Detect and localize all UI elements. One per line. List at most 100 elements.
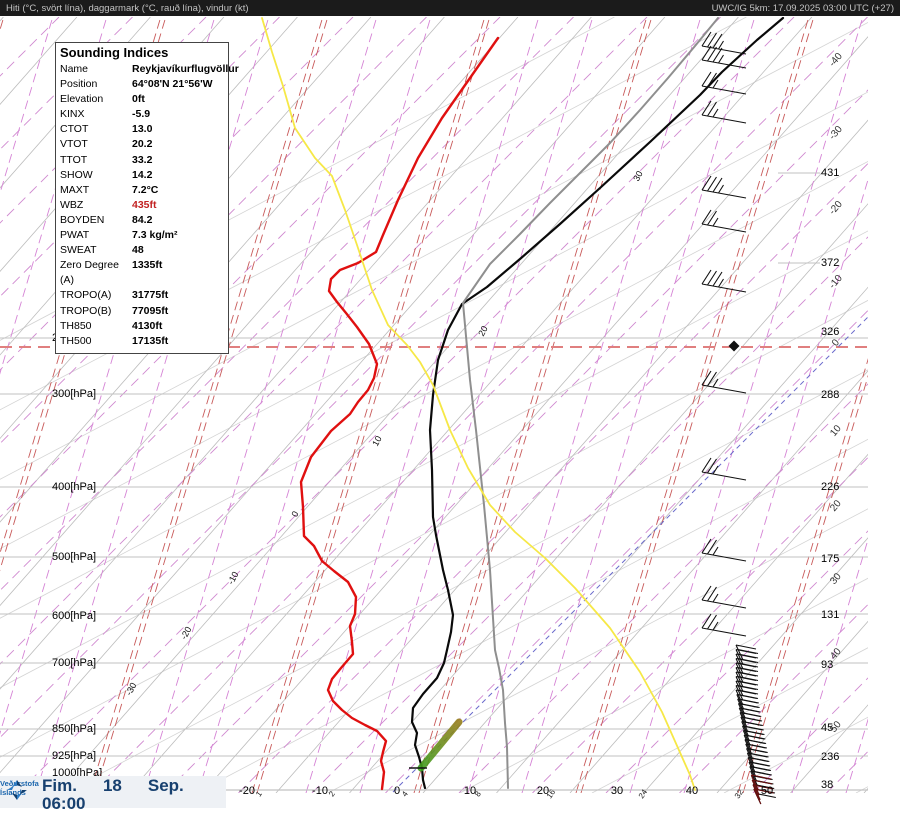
index-label: SWEAT — [60, 243, 132, 258]
wind-barbs — [702, 32, 776, 804]
height-label: 175 — [821, 553, 839, 565]
indices-row: TROPO(B)77095ft — [60, 304, 224, 319]
index-label: VTOT — [60, 137, 132, 152]
index-label: Name — [60, 62, 132, 77]
index-label: Position — [60, 77, 132, 92]
index-label: TTOT — [60, 153, 132, 168]
curve-temperature — [412, 18, 783, 788]
sounding-curves — [262, 18, 783, 790]
index-label: TROPO(A) — [60, 288, 132, 303]
weekday-label: Fim. — [42, 777, 77, 794]
index-value: 7.3 kg/m² — [132, 228, 178, 243]
wind-barb — [702, 586, 746, 608]
isotherm-label-bottom: 30 — [611, 785, 623, 797]
index-label: Elevation — [60, 92, 132, 107]
index-value: 77095ft — [132, 304, 168, 319]
blue-dashed-line — [393, 317, 868, 792]
index-label: SHOW — [60, 168, 132, 183]
indices-row: TROPO(A)31775ft — [60, 288, 224, 303]
index-value: -5.9 — [132, 107, 150, 122]
pressure-label: 300[hPa] — [52, 388, 96, 400]
wind-barb — [702, 371, 746, 393]
height-label: 431 — [821, 167, 839, 179]
height-label: 131 — [821, 609, 839, 621]
pressure-label: 925[hPa] — [52, 750, 96, 762]
index-label: PWAT — [60, 228, 132, 243]
index-value: 20.2 — [132, 137, 152, 152]
index-label: BOYDEN — [60, 213, 132, 228]
isotherm-label-bottom: 0 — [394, 785, 400, 797]
tropopause-diamond — [729, 341, 740, 352]
height-label: 326 — [821, 326, 839, 338]
indices-row: Zero Degree (A)1335ft — [60, 258, 224, 288]
isotherm-label-bottom: -20 — [239, 785, 255, 797]
valid-time: Fim. 18 Sep. 06:00 — [42, 777, 184, 812]
index-value: 17135ft — [132, 334, 168, 349]
index-value: 84.2 — [132, 213, 152, 228]
index-value: 13.0 — [132, 122, 152, 137]
pressure-label: 600[hPa] — [52, 610, 96, 622]
height-label: 288 — [821, 389, 839, 401]
time-label: 06:00 — [42, 795, 184, 812]
height-label: 93 — [821, 659, 833, 671]
wind-barb — [702, 539, 746, 561]
wind-barb — [702, 176, 746, 198]
index-value: 0ft — [132, 92, 145, 107]
index-value: 1335ft — [132, 258, 162, 288]
top-status-bar: Hiti (°C, svört lína), daggarmark (°C, r… — [0, 0, 900, 16]
index-value: 48 — [132, 243, 144, 258]
isotherm-label-bottom: 40 — [686, 785, 698, 797]
index-value: 31775ft — [132, 288, 168, 303]
legend-text: Hiti (°C, svört lína), daggarmark (°C, r… — [6, 3, 249, 14]
index-label: TH850 — [60, 319, 132, 334]
curve-dewpoint — [301, 38, 498, 789]
index-value: 14.2 — [132, 168, 152, 183]
index-value: 435ft — [132, 198, 157, 213]
curve-standard-atmosphere-yellow — [262, 18, 695, 790]
wind-barb — [702, 72, 746, 94]
curve-reference-gray — [463, 18, 718, 788]
height-label: 226 — [821, 481, 839, 493]
index-value: 33.2 — [132, 153, 152, 168]
pressure-label: 850[hPa] — [52, 723, 96, 735]
wind-barb — [702, 270, 746, 292]
index-value: 64°08'N 21°56'W — [132, 77, 213, 92]
index-value: 7.2°C — [132, 183, 158, 198]
indices-row: KINX-5.9 — [60, 107, 224, 122]
index-label: MAXT — [60, 183, 132, 198]
index-value: Reykjavíkurflugvöllur — [132, 62, 239, 77]
vedurstofa-logo-icon — [6, 779, 28, 801]
index-value: 4130ft — [132, 319, 162, 334]
model-run-text: UWC/IG 5km: 17.09.2025 03:00 UTC (+27) — [712, 3, 894, 14]
indices-title: Sounding Indices — [60, 45, 224, 60]
index-label: TH500 — [60, 334, 132, 349]
index-label: WBZ — [60, 198, 132, 213]
month-label: Sep. — [148, 777, 184, 794]
wind-barb — [702, 614, 746, 636]
height-label: 236 — [821, 751, 839, 763]
height-label: 372 — [821, 257, 839, 269]
index-label: Zero Degree (A) — [60, 258, 132, 288]
height-label: 38 — [821, 779, 833, 791]
pressure-label: 700[hPa] — [52, 657, 96, 669]
date-bar[interactable]: Veðurstofa Íslands Fim. 18 Sep. 06:00 — [0, 776, 226, 808]
isotherm-label-bottom: 50 — [761, 785, 773, 797]
pressure-label: 500[hPa] — [52, 551, 96, 563]
index-label: KINX — [60, 107, 132, 122]
